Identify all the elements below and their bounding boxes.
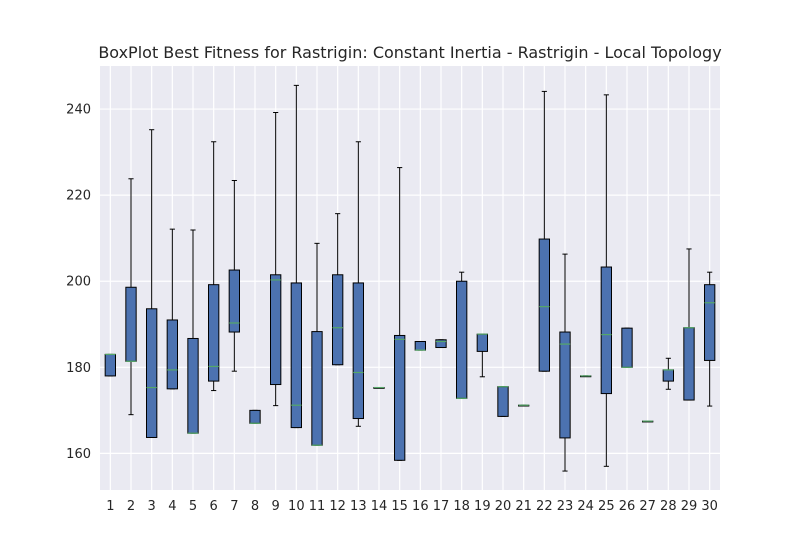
box-26 (621, 327, 633, 368)
box-23 (559, 253, 571, 472)
box-24 (580, 375, 592, 378)
box-8 (249, 409, 261, 424)
x-tick-label: 8 (251, 499, 259, 514)
box-19 (476, 333, 488, 378)
plot-background (100, 66, 720, 490)
x-tick-label: 7 (230, 499, 238, 514)
x-tick-label: 27 (639, 499, 656, 514)
box-3 (146, 129, 158, 438)
box-15 (394, 167, 406, 461)
box-body (476, 333, 488, 352)
x-tick-label: 12 (329, 499, 346, 514)
box-body (249, 409, 261, 424)
box-14 (373, 386, 385, 389)
box-body (435, 339, 447, 349)
x-tick-label: 21 (515, 499, 532, 514)
box-10 (290, 84, 302, 429)
box-29 (683, 248, 695, 401)
box-4 (166, 228, 179, 390)
x-tick-label: 29 (681, 499, 698, 514)
x-tick-label: 15 (391, 499, 408, 514)
x-tick-label: 18 (453, 499, 470, 514)
x-tick-label: 6 (210, 499, 218, 514)
box-body (704, 284, 716, 361)
box-body (208, 284, 220, 382)
box-body (394, 334, 406, 461)
x-tick-label: 10 (288, 499, 305, 514)
box-body (683, 327, 695, 401)
box-21 (518, 404, 530, 407)
x-tick-label: 25 (598, 499, 615, 514)
box-30 (704, 271, 716, 407)
x-tick-label: 14 (371, 499, 388, 514)
box-body (166, 319, 179, 390)
box-18 (456, 271, 468, 399)
box-22 (538, 90, 551, 372)
box-series (104, 84, 716, 472)
x-tick-label: 19 (474, 499, 491, 514)
box-2 (125, 178, 137, 416)
x-tick-label: 20 (495, 499, 512, 514)
x-tick-label: 11 (309, 499, 326, 514)
x-tick-label: 24 (577, 499, 594, 514)
box-16 (414, 340, 426, 351)
x-tick-label: 9 (272, 499, 280, 514)
x-tick-label: 28 (660, 499, 677, 514)
box-27 (642, 420, 654, 423)
x-tick-label: 2 (127, 499, 135, 514)
box-body (352, 282, 364, 420)
box-body (538, 238, 551, 372)
box-body (146, 308, 158, 438)
y-tick-label: 200 (66, 275, 91, 290)
box-body (270, 274, 282, 386)
x-tick-label: 23 (557, 499, 574, 514)
x-tick-label: 5 (189, 499, 197, 514)
box-body (332, 274, 344, 366)
box-body (187, 337, 199, 434)
box-25 (600, 94, 613, 467)
x-tick-label: 13 (350, 499, 367, 514)
x-tick-label: 26 (619, 499, 636, 514)
y-tick-label: 240 (66, 103, 91, 118)
x-tick-label: 30 (701, 499, 718, 514)
box-12 (332, 213, 344, 366)
box-body (290, 282, 302, 429)
box-body (228, 269, 241, 333)
box-body (600, 266, 613, 395)
chart-title: BoxPlot Best Fitness for Rastrigin: Cons… (98, 43, 721, 62)
box-11 (311, 242, 323, 446)
box-body (414, 340, 426, 351)
box-9 (270, 111, 282, 407)
box-body (497, 386, 509, 417)
y-tick-label: 160 (66, 447, 91, 462)
box-20 (497, 386, 509, 417)
box-body (104, 353, 116, 377)
box-1 (104, 353, 116, 377)
x-tick-label: 4 (168, 499, 176, 514)
box-5 (187, 229, 199, 434)
box-body (311, 331, 323, 446)
x-tick-label: 3 (148, 499, 156, 514)
box-6 (208, 141, 220, 392)
box-body (662, 369, 675, 382)
y-tick-label: 180 (66, 361, 91, 376)
x-tick-label: 22 (536, 499, 553, 514)
box-17 (435, 339, 447, 349)
x-tick-label: 16 (412, 499, 429, 514)
y-tick-label: 220 (66, 189, 91, 204)
box-13 (352, 141, 364, 427)
box-body (125, 286, 137, 362)
box-body (621, 327, 633, 368)
box-7 (228, 180, 241, 372)
box-28 (662, 357, 675, 390)
box-body (456, 280, 468, 399)
x-tick-label: 1 (106, 499, 114, 514)
x-tick-label: 17 (433, 499, 450, 514)
box-body (559, 331, 571, 439)
